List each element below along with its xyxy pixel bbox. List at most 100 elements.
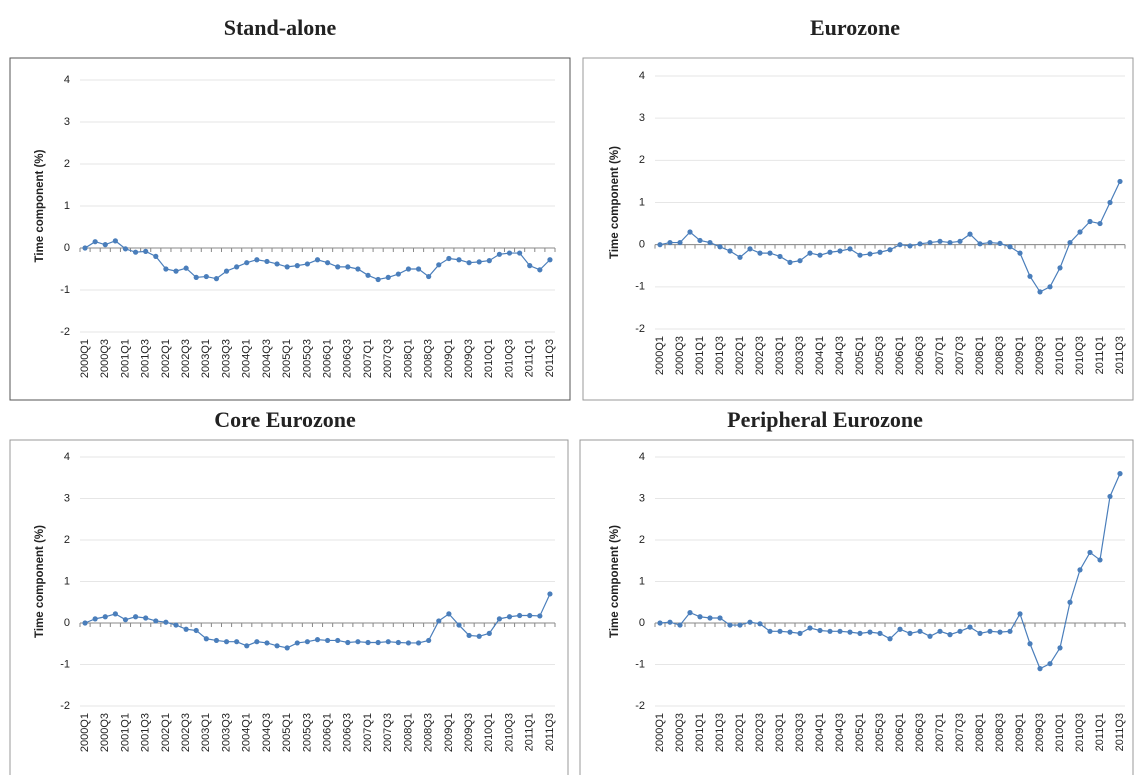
data-point bbox=[957, 628, 963, 634]
data-point bbox=[967, 624, 973, 630]
data-point bbox=[937, 238, 943, 244]
x-tick-label: 2001Q3 bbox=[140, 339, 152, 378]
y-axis-label: Time component (%) bbox=[609, 146, 621, 259]
x-tick-label: 2001Q3 bbox=[714, 713, 726, 752]
y-tick-label: 3 bbox=[639, 492, 645, 504]
data-point bbox=[827, 249, 833, 255]
data-point bbox=[1087, 549, 1093, 556]
data-point bbox=[707, 615, 713, 621]
data-point bbox=[1027, 273, 1033, 279]
data-point bbox=[92, 239, 98, 245]
data-point bbox=[426, 637, 432, 644]
y-tick-label: 2 bbox=[639, 154, 645, 166]
y-tick-label: -2 bbox=[635, 323, 645, 335]
y-tick-label: 4 bbox=[64, 74, 70, 86]
data-point bbox=[112, 238, 118, 244]
y-tick-label: -1 bbox=[635, 281, 645, 293]
data-point bbox=[1107, 199, 1113, 206]
x-tick-label: 2005Q3 bbox=[874, 713, 886, 752]
x-tick-label: 2006Q3 bbox=[914, 713, 926, 752]
data-point bbox=[867, 629, 873, 635]
x-tick-label: 2000Q1 bbox=[654, 336, 666, 375]
y-axis-label: Time component (%) bbox=[34, 525, 46, 638]
data-point bbox=[223, 639, 230, 645]
data-point bbox=[1057, 265, 1063, 271]
y-tick-label: 1 bbox=[64, 575, 70, 587]
y-tick-label: 1 bbox=[64, 200, 70, 212]
data-point bbox=[517, 250, 523, 256]
x-tick-label: 2011Q1 bbox=[524, 713, 536, 751]
data-point bbox=[486, 258, 492, 264]
data-point bbox=[777, 628, 783, 634]
x-tick-label: 2002Q1 bbox=[734, 713, 746, 752]
x-tick-label: 2010Q1 bbox=[1054, 336, 1066, 375]
data-point bbox=[325, 637, 331, 644]
x-tick-label: 2008Q3 bbox=[423, 713, 435, 752]
x-tick-label: 2004Q3 bbox=[834, 336, 846, 375]
y-axis-label: Time component (%) bbox=[609, 525, 621, 638]
data-point bbox=[697, 614, 703, 620]
data-point bbox=[365, 272, 371, 278]
data-point bbox=[264, 258, 270, 265]
data-point bbox=[456, 257, 462, 263]
data-point bbox=[385, 639, 391, 645]
y-tick-label: -2 bbox=[60, 700, 70, 712]
x-tick-label: 2010Q3 bbox=[1074, 713, 1086, 752]
data-point bbox=[355, 266, 361, 272]
x-tick-label: 2011Q1 bbox=[524, 339, 536, 377]
data-point bbox=[395, 271, 401, 277]
data-point bbox=[143, 615, 149, 621]
data-point bbox=[977, 241, 983, 247]
data-point bbox=[274, 261, 280, 267]
data-point bbox=[897, 626, 903, 632]
data-point bbox=[284, 264, 290, 270]
data-point bbox=[314, 257, 321, 263]
data-point bbox=[102, 614, 108, 620]
x-tick-label: 2011Q1 bbox=[1094, 336, 1106, 374]
data-point bbox=[887, 636, 893, 642]
x-tick-label: 2010Q3 bbox=[1074, 336, 1086, 375]
y-tick-label: -1 bbox=[60, 658, 70, 670]
data-point bbox=[436, 262, 442, 268]
data-point bbox=[1107, 493, 1113, 500]
data-point bbox=[314, 637, 321, 643]
data-point bbox=[527, 612, 533, 619]
x-tick-label: 2004Q1 bbox=[814, 336, 826, 375]
data-point bbox=[274, 643, 280, 649]
y-tick-label: -2 bbox=[635, 700, 645, 712]
data-point bbox=[415, 640, 422, 646]
data-point bbox=[1077, 229, 1083, 235]
data-point bbox=[847, 246, 853, 252]
x-tick-label: 2003Q1 bbox=[774, 336, 786, 375]
x-tick-label: 2009Q3 bbox=[463, 713, 475, 752]
x-tick-label: 2009Q3 bbox=[1034, 713, 1046, 752]
x-tick-label: 2008Q3 bbox=[994, 713, 1006, 752]
data-point bbox=[947, 632, 953, 638]
data-point bbox=[1027, 641, 1033, 647]
x-tick-label: 2000Q3 bbox=[99, 339, 111, 378]
data-point bbox=[667, 619, 673, 625]
data-point bbox=[163, 619, 169, 625]
x-tick-label: 2006Q1 bbox=[894, 336, 906, 375]
y-tick-label: 3 bbox=[64, 116, 70, 128]
data-point bbox=[173, 622, 179, 628]
data-point bbox=[294, 640, 300, 646]
data-point bbox=[867, 251, 873, 257]
data-point bbox=[335, 637, 341, 644]
x-tick-label: 2005Q1 bbox=[281, 713, 293, 752]
data-point bbox=[375, 276, 381, 283]
data-point bbox=[997, 629, 1003, 635]
y-tick-label: 3 bbox=[639, 112, 645, 124]
x-tick-label: 2007Q1 bbox=[934, 713, 946, 752]
data-point bbox=[102, 242, 108, 248]
data-point bbox=[747, 619, 753, 625]
data-point bbox=[426, 273, 432, 280]
x-tick-label: 2005Q1 bbox=[854, 713, 866, 752]
x-tick-label: 2007Q3 bbox=[954, 713, 966, 752]
x-tick-label: 2005Q3 bbox=[301, 713, 313, 752]
data-point bbox=[537, 267, 543, 273]
data-point bbox=[244, 260, 250, 266]
x-tick-label: 2010Q1 bbox=[1054, 713, 1066, 752]
x-tick-label: 2011Q1 bbox=[1094, 713, 1106, 751]
x-tick-label: 2005Q3 bbox=[874, 336, 886, 375]
